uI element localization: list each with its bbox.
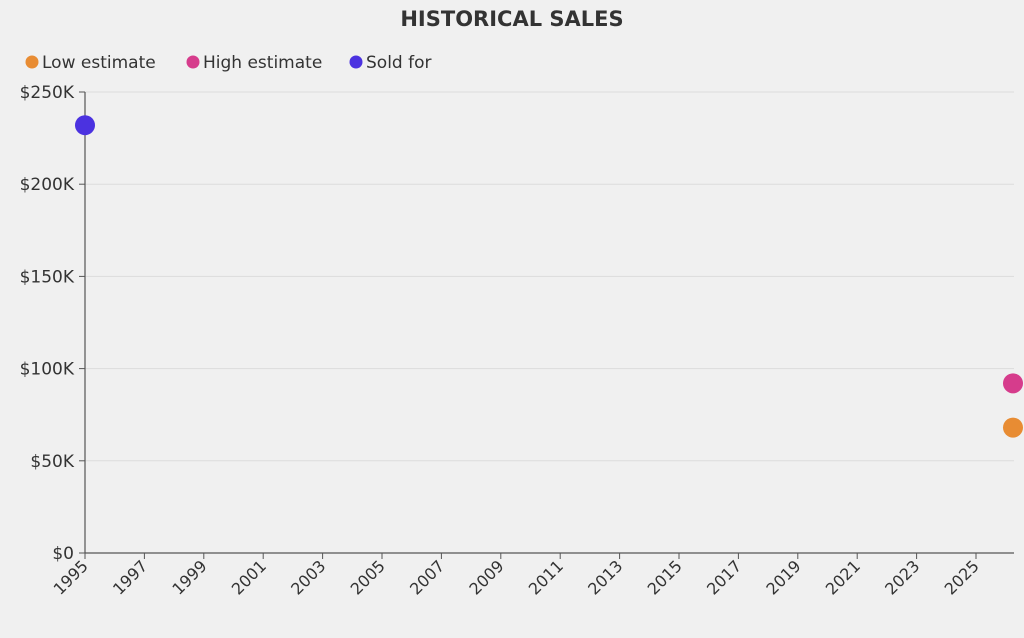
y-tick-label: $100K [20,360,75,380]
x-tick-label: 2019 [762,556,804,598]
grid-lines [85,91,1014,462]
x-tick-label: 2005 [347,556,389,598]
x-tick-label: 2009 [465,556,507,598]
legend-label[interactable]: Sold for [366,53,432,73]
y-tick-label: $0 [52,544,74,564]
data-point-sold-for[interactable] [75,115,95,136]
data-point-low-estimate[interactable] [1003,417,1023,438]
legend-label[interactable]: High estimate [203,53,322,73]
data-point-high-estimate[interactable] [1003,373,1023,394]
x-tick-label: 2023 [881,556,923,598]
x-tick-label: 2003 [287,556,329,598]
legend-label[interactable]: Low estimate [42,53,156,73]
y-tick-label: $250K [20,83,75,103]
x-tick-label: 2015 [644,556,686,598]
x-tick-label: 2011 [525,556,567,598]
y-axis: $0 $50K $100K $150K $200K $250K [20,83,86,564]
x-tick-label: 1997 [109,556,151,598]
legend-marker [349,55,363,69]
chart-title: HISTORICAL SALES [400,7,623,31]
legend-marker [25,55,39,69]
x-tick-label: 1999 [168,556,210,598]
y-tick-label: $200K [20,175,75,195]
legend-marker [186,55,200,69]
x-tick-label: 2021 [822,556,864,598]
data-points [75,115,1023,438]
x-tick-label: 2007 [406,556,448,598]
x-tick-label: 2017 [703,556,745,598]
x-tick-label: 2001 [228,556,270,598]
x-tick-label: 2025 [941,556,983,598]
y-tick-label: $50K [30,452,74,472]
legend: Low estimate High estimate Sold for [25,53,432,73]
x-axis: 1995 1997 1999 2001 2003 2005 2007 2009 2011 2013… [50,552,1014,599]
x-tick-label: 2013 [584,556,626,598]
y-tick-label: $150K [20,267,75,287]
